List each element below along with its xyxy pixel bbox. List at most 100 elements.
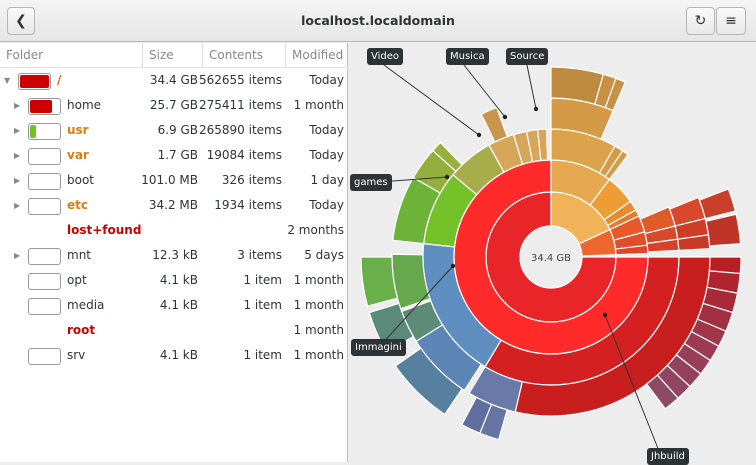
usage-bar — [28, 348, 61, 365]
window-title: localhost.localdomain — [301, 13, 455, 28]
label-jhbuild: Jhbuild — [647, 448, 689, 465]
folder-contents: 326 items — [221, 173, 282, 187]
table-row[interactable]: ▶ home 25.7 GB 275411 items 1 month — [0, 93, 348, 118]
label-anchor-dot — [502, 114, 508, 120]
sunburst-segment[interactable] — [480, 106, 508, 143]
expander-open-icon[interactable]: ▼ — [4, 76, 11, 85]
sunburst-segment[interactable] — [604, 77, 627, 112]
usage-bar — [28, 173, 61, 190]
expander-closed-icon[interactable]: ▶ — [14, 251, 21, 260]
table-row[interactable]: srv 4.1 kB 1 item 1 month — [0, 343, 348, 368]
menu-icon: ≡ — [725, 13, 737, 29]
table-row[interactable]: ▶ mnt 12.3 kB 3 items 5 days — [0, 243, 348, 268]
folder-modified: Today — [309, 148, 344, 162]
menu-button[interactable]: ≡ — [716, 7, 746, 35]
header-bar: ❮ localhost.localdomain ↻ ≡ — [0, 0, 756, 42]
folder-modified: Today — [309, 123, 344, 137]
folder-contents: 1 item — [243, 273, 282, 287]
folder-contents: 19084 items — [206, 148, 282, 162]
usage-bar — [28, 248, 61, 265]
usage-bar — [28, 148, 61, 165]
folder-contents: 265890 items — [199, 123, 282, 137]
usage-bar — [18, 73, 51, 90]
folder-name: root — [67, 323, 96, 337]
sunburst-segment[interactable] — [431, 141, 463, 173]
folder-name: home — [67, 98, 102, 112]
folder-modified: 1 day — [310, 173, 344, 187]
label-anchor-dot — [476, 132, 482, 138]
sunburst-segment[interactable] — [391, 253, 431, 310]
folder-contents: 1934 items — [214, 198, 282, 212]
table-row[interactable]: ▶ usr 6.9 GB 265890 items Today — [0, 118, 348, 143]
reload-icon: ↻ — [694, 13, 707, 29]
sunburst-segment[interactable] — [550, 66, 605, 105]
table-row[interactable]: ▶ etc 34.2 MB 1934 items Today — [0, 193, 348, 218]
label-leader-line — [604, 314, 660, 452]
folder-modified: 1 month — [293, 98, 344, 112]
folder-modified: 1 month — [293, 298, 344, 312]
sunburst-segment[interactable] — [460, 396, 493, 434]
folder-contents: 1 item — [243, 348, 282, 362]
sunburst-svg[interactable]: 34.4 GB — [349, 43, 756, 462]
column-folder[interactable]: Folder — [0, 43, 143, 68]
column-size[interactable]: Size — [143, 43, 203, 68]
folder-modified: Today — [309, 73, 344, 87]
folder-contents: 1 item — [243, 298, 282, 312]
table-row[interactable]: lost+found 2 months — [0, 218, 348, 243]
label-leader-line — [463, 64, 506, 118]
usage-bar — [28, 123, 61, 140]
center-total: 34.4 GB — [531, 253, 571, 264]
expander-closed-icon[interactable]: ▶ — [14, 201, 21, 210]
folder-modified: 1 month — [293, 348, 344, 362]
folder-name: / — [57, 73, 62, 87]
folder-size: 4.1 kB — [159, 298, 198, 312]
column-contents[interactable]: Contents — [203, 43, 286, 68]
sunburst-chart[interactable]: 34.4 GB Video Musica Source games Immagi… — [349, 43, 756, 465]
folder-name: lost+found — [67, 223, 142, 237]
sunburst-segment[interactable] — [394, 347, 463, 416]
label-source: Source — [506, 48, 549, 65]
usage-bar — [28, 98, 61, 115]
folder-modified: 1 month — [293, 273, 344, 287]
folder-size: 34.4 GB — [149, 73, 198, 87]
folder-contents: 275411 items — [199, 98, 282, 112]
folder-name: etc — [67, 198, 88, 212]
folder-name: var — [67, 148, 89, 162]
table-row[interactable]: ▼ / 34.4 GB 562655 items Today — [0, 68, 348, 93]
expander-closed-icon[interactable]: ▶ — [14, 101, 21, 110]
table-row[interactable]: media 4.1 kB 1 item 1 month — [0, 293, 348, 318]
folder-name: boot — [67, 173, 95, 187]
sunburst-segment[interactable] — [360, 256, 399, 307]
folder-size: 1.7 GB — [157, 148, 198, 162]
expander-closed-icon[interactable]: ▶ — [14, 126, 21, 135]
back-button[interactable]: ❮ — [7, 7, 35, 35]
label-anchor-dot — [450, 263, 456, 269]
sunburst-segment[interactable] — [645, 374, 679, 410]
reload-button[interactable]: ↻ — [686, 7, 715, 35]
table-row[interactable]: root 1 month — [0, 318, 348, 343]
label-anchor-dot — [444, 174, 450, 180]
folder-tree: Folder Size Contents Modified ▼ / 34.4 GB 5… — [0, 43, 348, 462]
folder-modified: 5 days — [304, 248, 344, 262]
folder-size: 25.7 GB — [149, 98, 198, 112]
sunburst-segment[interactable] — [604, 150, 629, 181]
folder-name: usr — [67, 123, 89, 137]
table-row[interactable]: opt 4.1 kB 1 item 1 month — [0, 268, 348, 293]
sunburst-segment[interactable] — [536, 128, 549, 162]
folder-modified: 1 month — [293, 323, 344, 337]
folder-name: opt — [67, 273, 87, 287]
table-row[interactable]: ▶ boot 101.0 MB 326 items 1 day — [0, 168, 348, 193]
column-modified[interactable]: Modified — [292, 48, 344, 62]
label-leader-line — [383, 64, 480, 136]
sunburst-segment[interactable] — [705, 213, 742, 247]
folder-size: 6.9 GB — [157, 123, 198, 137]
label-anchor-dot — [602, 312, 608, 318]
table-row[interactable]: ▶ var 1.7 GB 19084 items Today — [0, 143, 348, 168]
sunburst-segment[interactable] — [698, 188, 737, 220]
folder-contents: 3 items — [237, 248, 282, 262]
label-musica: Musica — [446, 48, 489, 65]
sunburst-segment[interactable] — [468, 365, 523, 413]
expander-closed-icon[interactable]: ▶ — [14, 176, 21, 185]
folder-size: 34.2 MB — [148, 198, 198, 212]
expander-closed-icon[interactable]: ▶ — [14, 151, 21, 160]
